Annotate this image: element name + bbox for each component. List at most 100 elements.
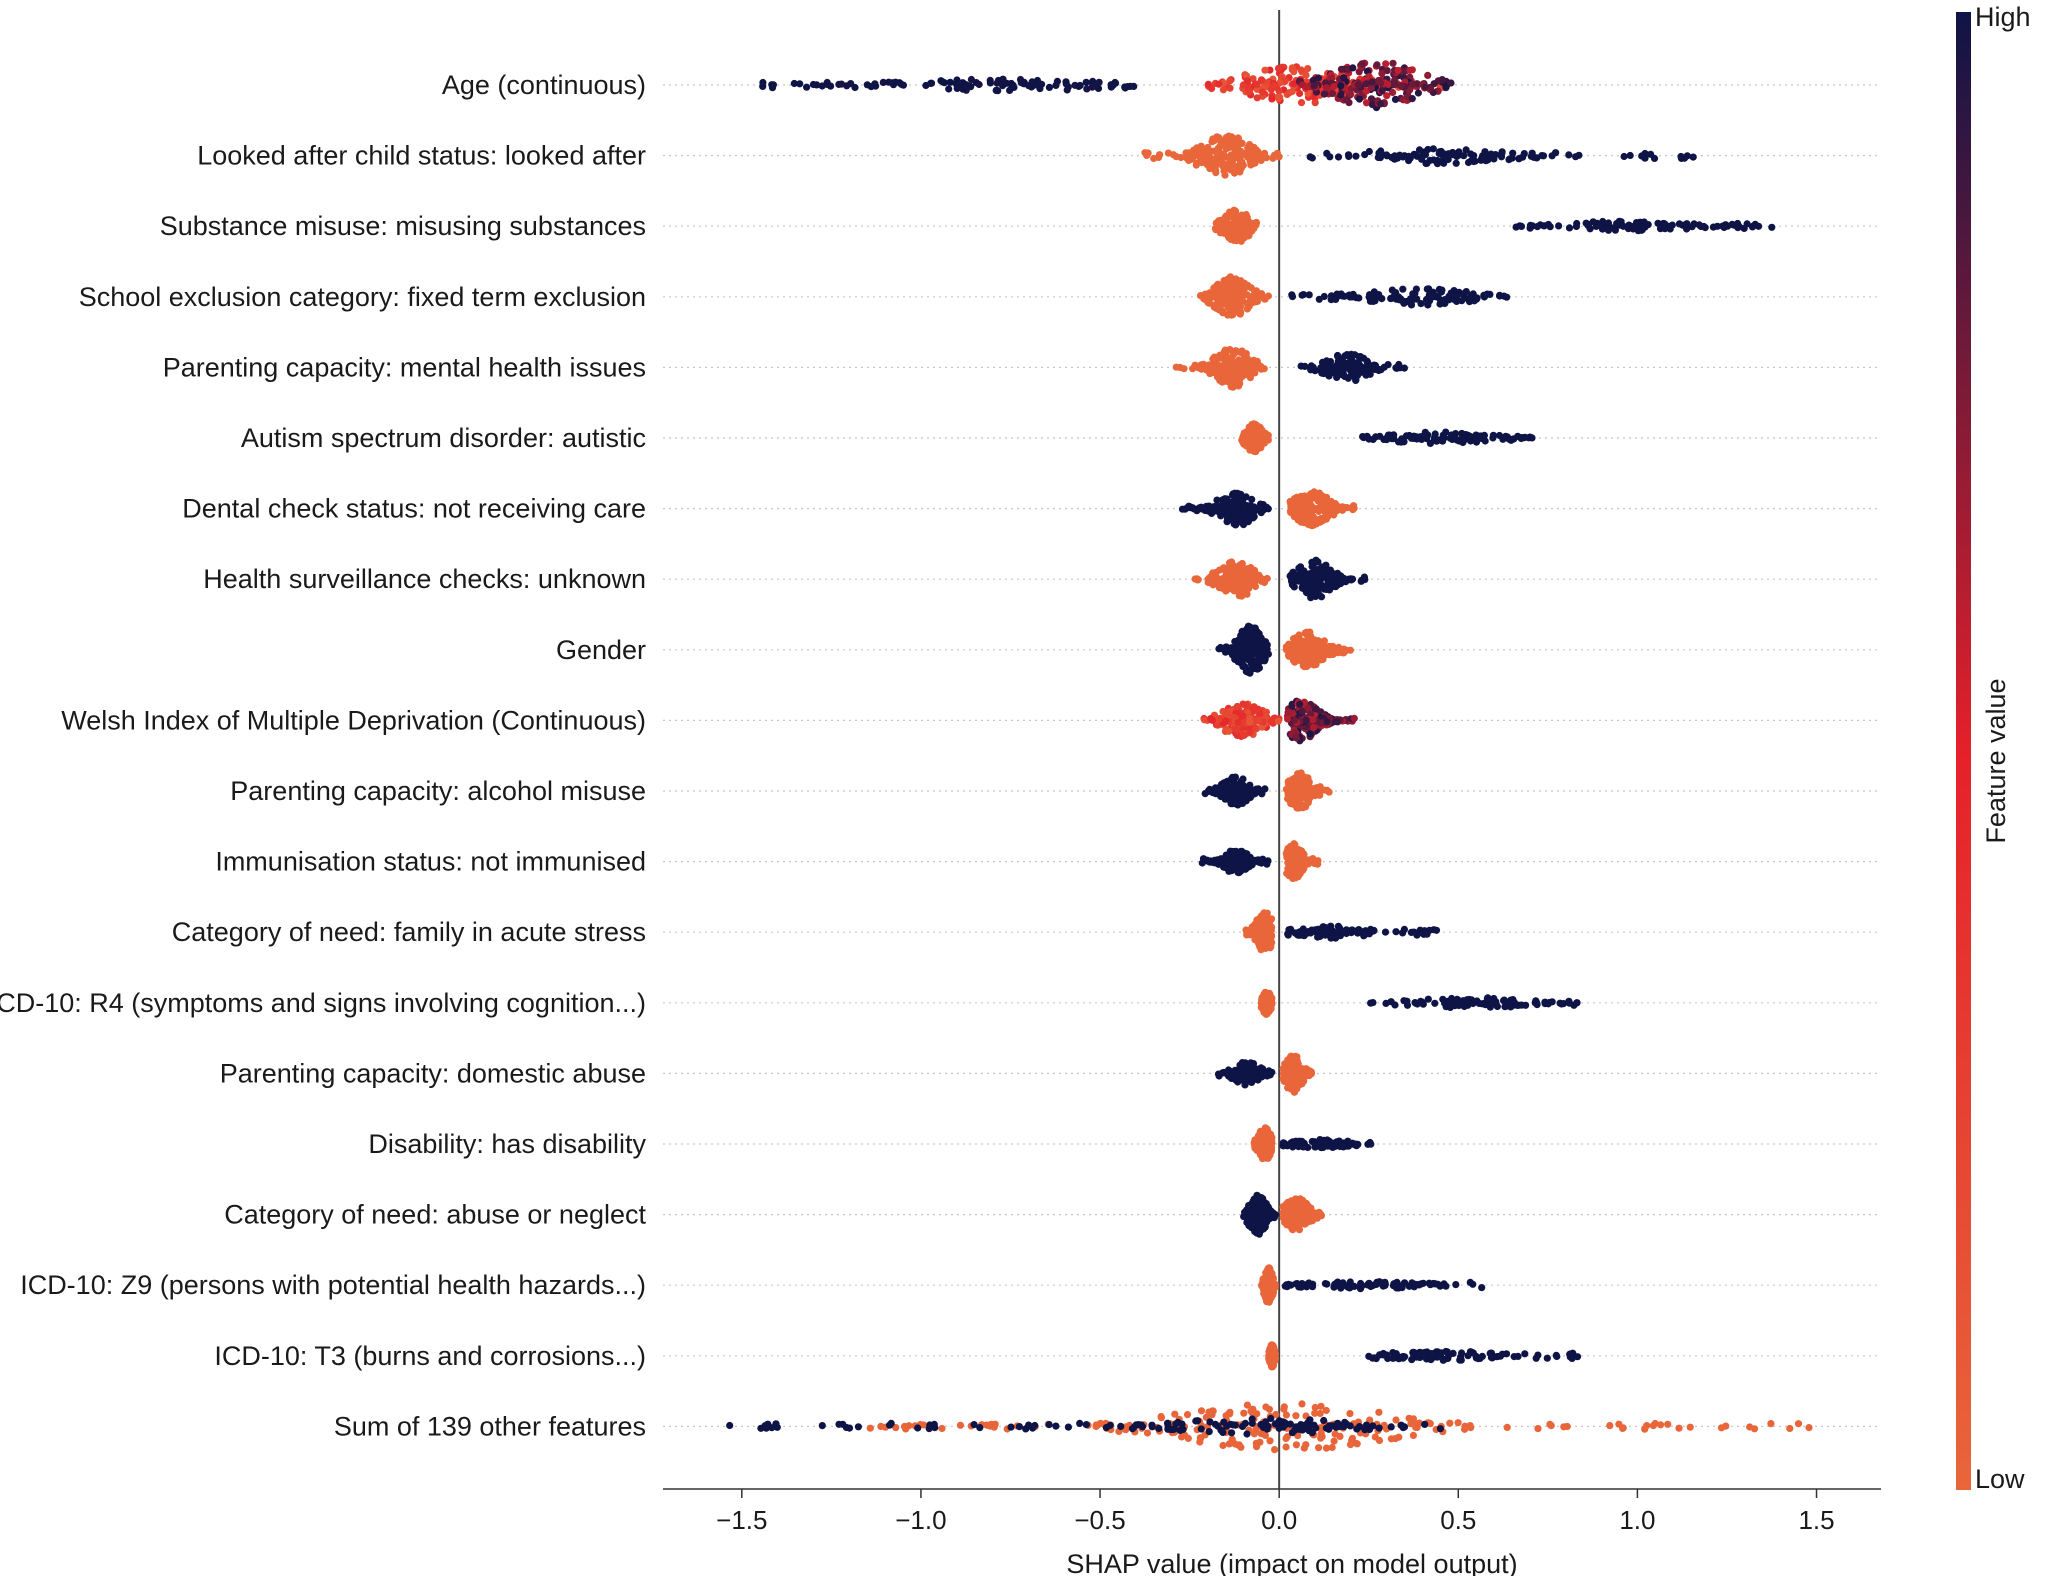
shap-point-low <box>1216 714 1224 723</box>
shap-point-low <box>1232 294 1240 302</box>
shap-point-high <box>1410 928 1418 936</box>
shap-point-high <box>1586 225 1594 233</box>
shap-point-high <box>1520 434 1528 442</box>
shap-point-high <box>1217 503 1225 511</box>
shap-point-low <box>1209 135 1217 143</box>
shap-point-high <box>1470 152 1478 160</box>
shap-point-high <box>1406 66 1414 74</box>
shap-point-tail <box>952 80 960 88</box>
shap-point-high <box>1364 1140 1372 1148</box>
shap-point-low <box>1219 284 1227 292</box>
shap-point-low <box>1225 727 1233 735</box>
shap-point-high <box>1226 847 1234 855</box>
shap-point-low <box>1307 503 1315 511</box>
shap-point-high <box>1350 714 1358 723</box>
shap-point-low <box>1267 717 1275 725</box>
shap-point-high <box>1495 431 1504 440</box>
shap-point-high <box>1496 292 1504 300</box>
shap-point-high <box>1238 1059 1246 1067</box>
shap-point-tail <box>851 83 859 92</box>
shap-point-low <box>1291 870 1299 878</box>
shap-point-low <box>1222 572 1230 581</box>
shap-point-high <box>1361 931 1369 939</box>
shap-point-low <box>1252 421 1260 429</box>
shap-point-low <box>1253 94 1261 102</box>
shap-point-high <box>1503 293 1511 301</box>
shap-point-high <box>1354 81 1362 89</box>
shap-point-low <box>1249 220 1257 228</box>
shap-point-high <box>1453 297 1461 305</box>
shap-point-low <box>1226 77 1234 85</box>
shap-point-low <box>1294 788 1302 796</box>
shap-point-low <box>1239 364 1248 372</box>
shap-point-high <box>1292 734 1300 742</box>
shap-point-high <box>1473 294 1481 302</box>
shap-point-low <box>1228 133 1236 141</box>
shap-point-low <box>1281 77 1289 85</box>
shap-point-high <box>1368 101 1376 109</box>
shap-point-low <box>1268 95 1276 103</box>
shap-point-low <box>1239 433 1247 441</box>
shap-point-high <box>1330 83 1338 91</box>
shap-point-high <box>1231 489 1239 497</box>
shap-point-low <box>1221 373 1229 381</box>
shap-point-low <box>1257 946 1265 954</box>
shap-point-low <box>1294 645 1302 654</box>
shap-point-low <box>1172 363 1180 371</box>
shap-point-high <box>1431 430 1439 438</box>
shap-point-high <box>1255 663 1263 671</box>
shap-point-low <box>1222 578 1230 586</box>
shap-point-high <box>1390 435 1398 443</box>
shap-point-high <box>1315 295 1323 303</box>
shap-point-high <box>1362 80 1370 88</box>
shap-point-high <box>1413 295 1421 303</box>
shap-point-high <box>1250 788 1258 796</box>
shap-point-high <box>1352 1142 1361 1150</box>
shap-point-low <box>1211 578 1219 586</box>
shap-point-low <box>1259 153 1267 161</box>
shap-point-high <box>1452 159 1460 167</box>
shap-point-low <box>1225 559 1234 567</box>
shap-point-high <box>1248 662 1257 670</box>
shap-point-high <box>1319 566 1327 574</box>
shap-point-low <box>1298 507 1306 515</box>
shap-point-high <box>1506 155 1514 163</box>
shap-point-high <box>1316 1137 1324 1145</box>
shap-point-high <box>1430 156 1438 164</box>
shap-point-low <box>1293 1078 1301 1086</box>
shap-point-high <box>1688 223 1696 231</box>
shap-point-low <box>1285 640 1293 648</box>
shap-point-high <box>1642 221 1650 229</box>
shap-point-high <box>1302 83 1310 91</box>
shap-point-high <box>1683 220 1691 228</box>
shap-point-high <box>1399 153 1407 161</box>
shap-point-high <box>1367 84 1375 92</box>
shap-point-high <box>1743 220 1751 228</box>
shap-point-high <box>1399 285 1407 293</box>
shap-point-high <box>1424 995 1432 1003</box>
shap-point-high <box>1233 854 1241 862</box>
shap-point-high <box>1328 74 1336 82</box>
shap-point-high <box>1373 365 1381 373</box>
shap-point-high <box>1349 64 1357 72</box>
shap-point-high <box>1410 432 1418 440</box>
shap-point-low <box>1274 64 1283 72</box>
shap-point-high <box>1424 300 1432 308</box>
shap-point-tail <box>1006 86 1014 94</box>
shap-point-high <box>1288 293 1297 301</box>
shap-point-high <box>1526 224 1534 232</box>
shap-point-high <box>1368 78 1376 86</box>
shap-point-low <box>1226 346 1234 354</box>
shap-point-low <box>1187 149 1195 157</box>
shap-point-low <box>1239 283 1247 291</box>
shap-point-low <box>1343 504 1352 512</box>
shap-point-low <box>1238 589 1246 598</box>
shap-point-high <box>1383 92 1391 100</box>
shap-point-high <box>1432 926 1441 934</box>
shap-point-low <box>1269 154 1277 162</box>
shap-point-low <box>1246 578 1255 586</box>
shap-point-low <box>1219 86 1227 94</box>
shap-point-tail <box>1027 83 1036 91</box>
shap-point-high <box>1237 636 1245 644</box>
feature-gridlines <box>663 84 1881 1428</box>
